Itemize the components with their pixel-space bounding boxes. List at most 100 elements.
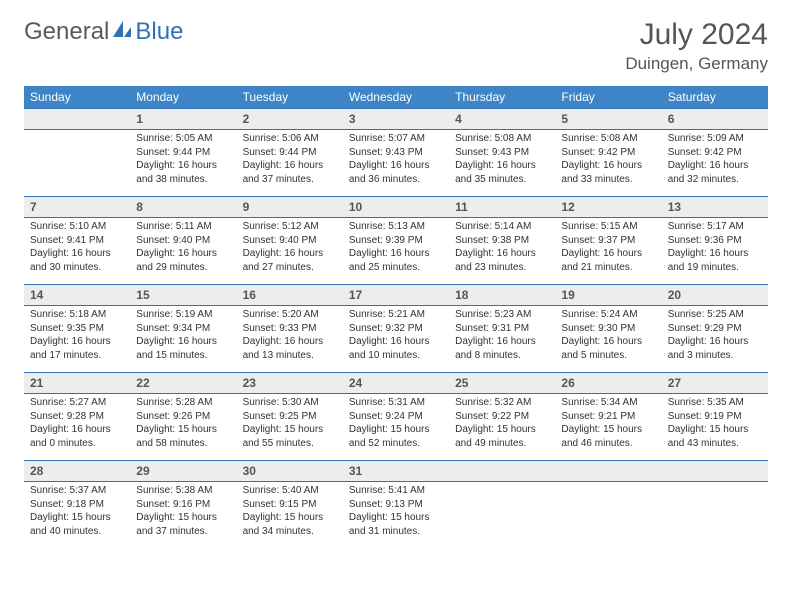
day-info-line: Daylight: 16 hours (561, 335, 655, 349)
day-content-row: Sunrise: 5:37 AMSunset: 9:18 PMDaylight:… (24, 482, 768, 549)
location: Duingen, Germany (625, 54, 768, 74)
day-cell: Sunrise: 5:28 AMSunset: 9:26 PMDaylight:… (130, 394, 236, 461)
day-info-line: Sunrise: 5:15 AM (561, 220, 655, 234)
day-info-line: and 13 minutes. (243, 349, 337, 363)
day-cell (449, 482, 555, 549)
day-info-line: and 37 minutes. (136, 525, 230, 539)
day-info-line: and 29 minutes. (136, 261, 230, 275)
day-info-line: Sunset: 9:33 PM (243, 322, 337, 336)
day-cell: Sunrise: 5:19 AMSunset: 9:34 PMDaylight:… (130, 306, 236, 373)
day-info-line: Daylight: 16 hours (136, 159, 230, 173)
day-info-line: Sunrise: 5:30 AM (243, 396, 337, 410)
day-info-line: Sunset: 9:29 PM (668, 322, 762, 336)
calendar-table: Sunday Monday Tuesday Wednesday Thursday… (24, 86, 768, 548)
day-number: 12 (555, 197, 661, 218)
day-info-line: Sunset: 9:37 PM (561, 234, 655, 248)
day-info-line: and 32 minutes. (668, 173, 762, 187)
day-cell: Sunrise: 5:38 AMSunset: 9:16 PMDaylight:… (130, 482, 236, 549)
day-cell: Sunrise: 5:31 AMSunset: 9:24 PMDaylight:… (343, 394, 449, 461)
day-info-line: and 5 minutes. (561, 349, 655, 363)
day-cell: Sunrise: 5:41 AMSunset: 9:13 PMDaylight:… (343, 482, 449, 549)
day-info-line: Sunset: 9:25 PM (243, 410, 337, 424)
day-info-line: Sunset: 9:18 PM (30, 498, 124, 512)
day-number: 24 (343, 373, 449, 394)
day-info-line: and 55 minutes. (243, 437, 337, 451)
day-info-line: Daylight: 16 hours (30, 335, 124, 349)
day-info-line: and 46 minutes. (561, 437, 655, 451)
day-info-line: Sunrise: 5:12 AM (243, 220, 337, 234)
day-info-line: Sunset: 9:31 PM (455, 322, 549, 336)
day-info-line: Sunset: 9:24 PM (349, 410, 443, 424)
day-info-line: Sunset: 9:35 PM (30, 322, 124, 336)
day-info-line: and 30 minutes. (30, 261, 124, 275)
day-info-line: and 52 minutes. (349, 437, 443, 451)
day-info-line: Daylight: 15 hours (243, 423, 337, 437)
day-info-line: Sunset: 9:13 PM (349, 498, 443, 512)
day-info-line: Daylight: 16 hours (243, 335, 337, 349)
day-info-line: Daylight: 16 hours (668, 335, 762, 349)
day-number: 25 (449, 373, 555, 394)
day-info-line: Sunrise: 5:23 AM (455, 308, 549, 322)
day-info-line: Sunset: 9:26 PM (136, 410, 230, 424)
day-info-line: Sunset: 9:21 PM (561, 410, 655, 424)
day-info-line: Daylight: 16 hours (668, 159, 762, 173)
day-info-line: Sunset: 9:43 PM (455, 146, 549, 160)
day-info-line: Sunset: 9:16 PM (136, 498, 230, 512)
day-info-line: Sunrise: 5:38 AM (136, 484, 230, 498)
day-number: 3 (343, 109, 449, 130)
day-number: 8 (130, 197, 236, 218)
day-number: 27 (662, 373, 768, 394)
day-number-row: 123456 (24, 109, 768, 130)
day-cell (555, 482, 661, 549)
day-number (555, 461, 661, 482)
day-info-line: Daylight: 16 hours (455, 335, 549, 349)
day-cell: Sunrise: 5:23 AMSunset: 9:31 PMDaylight:… (449, 306, 555, 373)
day-info-line: Daylight: 16 hours (561, 247, 655, 261)
day-number: 15 (130, 285, 236, 306)
day-number: 9 (237, 197, 343, 218)
day-number: 16 (237, 285, 343, 306)
day-info-line: Daylight: 16 hours (136, 335, 230, 349)
day-info-line: Sunrise: 5:20 AM (243, 308, 337, 322)
day-info-line: Sunset: 9:41 PM (30, 234, 124, 248)
day-info-line: and 35 minutes. (455, 173, 549, 187)
day-number: 17 (343, 285, 449, 306)
day-info-line: Sunset: 9:19 PM (668, 410, 762, 424)
day-number: 18 (449, 285, 555, 306)
day-info-line: Daylight: 16 hours (561, 159, 655, 173)
day-cell: Sunrise: 5:08 AMSunset: 9:42 PMDaylight:… (555, 130, 661, 197)
day-number: 11 (449, 197, 555, 218)
weekday-header: Wednesday (343, 86, 449, 109)
day-number: 6 (662, 109, 768, 130)
day-cell: Sunrise: 5:25 AMSunset: 9:29 PMDaylight:… (662, 306, 768, 373)
day-cell: Sunrise: 5:09 AMSunset: 9:42 PMDaylight:… (662, 130, 768, 197)
day-info-line: Daylight: 15 hours (349, 423, 443, 437)
day-info-line: Sunset: 9:34 PM (136, 322, 230, 336)
day-info-line: Daylight: 16 hours (668, 247, 762, 261)
day-number-row: 28293031 (24, 461, 768, 482)
day-cell: Sunrise: 5:07 AMSunset: 9:43 PMDaylight:… (343, 130, 449, 197)
day-cell: Sunrise: 5:13 AMSunset: 9:39 PMDaylight:… (343, 218, 449, 285)
day-info-line: Daylight: 15 hours (668, 423, 762, 437)
day-content-row: Sunrise: 5:18 AMSunset: 9:35 PMDaylight:… (24, 306, 768, 373)
day-info-line: and 37 minutes. (243, 173, 337, 187)
day-info-line: Sunrise: 5:21 AM (349, 308, 443, 322)
weekday-header: Saturday (662, 86, 768, 109)
logo-sail-icon (111, 19, 133, 46)
weekday-header: Thursday (449, 86, 555, 109)
day-info-line: Daylight: 16 hours (349, 159, 443, 173)
weekday-header-row: Sunday Monday Tuesday Wednesday Thursday… (24, 86, 768, 109)
day-info-line: and 34 minutes. (243, 525, 337, 539)
day-cell: Sunrise: 5:18 AMSunset: 9:35 PMDaylight:… (24, 306, 130, 373)
day-info-line: Sunrise: 5:25 AM (668, 308, 762, 322)
day-info-line: and 3 minutes. (668, 349, 762, 363)
day-number: 7 (24, 197, 130, 218)
weekday-header: Sunday (24, 86, 130, 109)
day-info-line: and 38 minutes. (136, 173, 230, 187)
day-cell: Sunrise: 5:40 AMSunset: 9:15 PMDaylight:… (237, 482, 343, 549)
day-number: 5 (555, 109, 661, 130)
day-cell: Sunrise: 5:30 AMSunset: 9:25 PMDaylight:… (237, 394, 343, 461)
day-cell: Sunrise: 5:10 AMSunset: 9:41 PMDaylight:… (24, 218, 130, 285)
day-info-line: Sunrise: 5:07 AM (349, 132, 443, 146)
day-cell: Sunrise: 5:14 AMSunset: 9:38 PMDaylight:… (449, 218, 555, 285)
